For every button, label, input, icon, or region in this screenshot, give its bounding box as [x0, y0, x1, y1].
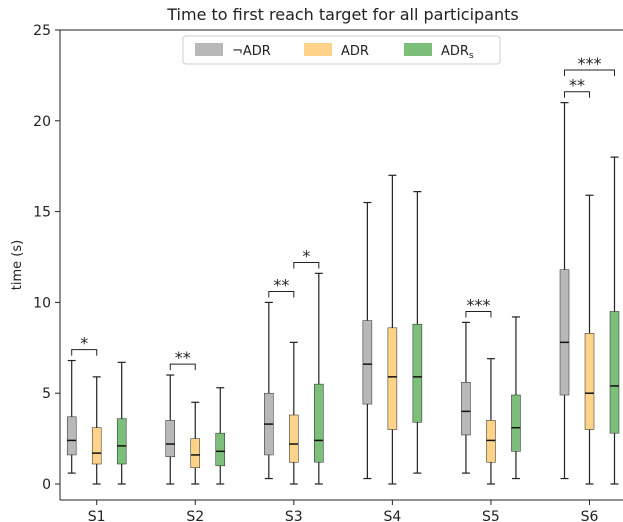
legend-swatch [404, 43, 432, 56]
y-tick-label: 0 [42, 477, 51, 493]
significance-label: * [302, 246, 310, 265]
box-S6-1 [584, 333, 595, 430]
box-S4-1 [387, 327, 398, 430]
box-S5-2 [511, 394, 521, 452]
x-tick-label: S6 [581, 509, 599, 522]
y-tick-label: 10 [33, 295, 51, 311]
legend-entry: ¬ADR [232, 44, 271, 59]
significance-bracket [268, 291, 295, 298]
box-S1-1 [91, 427, 102, 465]
chart-title: Time to first reach target for all parti… [166, 5, 518, 24]
legend-subscript: s [469, 51, 474, 61]
box-S4-0 [362, 320, 373, 405]
box-S2-2 [215, 432, 226, 467]
box-S1-2 [116, 418, 127, 465]
x-tick-label: S4 [383, 509, 401, 522]
box-S2-1 [190, 438, 201, 468]
y-axis-label: time (s) [10, 240, 25, 290]
legend-swatch [195, 43, 223, 56]
x-tick-label: S3 [285, 509, 303, 522]
y-tick-label: 20 [33, 114, 51, 130]
significance-label: ** [175, 348, 191, 367]
box-S6-2 [609, 311, 620, 434]
box-S3-2 [314, 383, 324, 463]
significance-bracket [169, 363, 196, 371]
box-S2-0 [165, 420, 176, 458]
y-tick-label: 25 [33, 23, 51, 39]
significance-bracket [293, 261, 320, 269]
box-S6-0 [559, 269, 570, 396]
box-S4-2 [412, 323, 423, 423]
y-tick-label: 5 [42, 386, 51, 402]
legend-entry: ADRs [441, 44, 474, 61]
significance-label: *** [466, 295, 490, 314]
box-S5-0 [461, 382, 471, 436]
box-S5-1 [486, 420, 496, 463]
legend-swatch [304, 43, 332, 56]
legend: ¬ADR ADR ADRs [182, 35, 501, 65]
significance-label: ** [569, 76, 585, 95]
significance-bracket [564, 69, 615, 76]
legend-entry: ADR [341, 44, 369, 59]
significance-label: *** [578, 54, 602, 73]
significance-bracket [465, 310, 492, 318]
x-tick-label: S2 [186, 509, 204, 522]
x-tick-label: S1 [88, 509, 106, 522]
significance-bracket [564, 91, 590, 98]
significance-label: ** [273, 276, 289, 295]
y-tick-label: 15 [33, 205, 51, 221]
box-S3-1 [289, 414, 299, 463]
box-S1-0 [66, 416, 77, 456]
significance-label: * [80, 334, 88, 353]
significance-bracket [71, 349, 98, 356]
x-tick-label: S5 [482, 509, 500, 522]
